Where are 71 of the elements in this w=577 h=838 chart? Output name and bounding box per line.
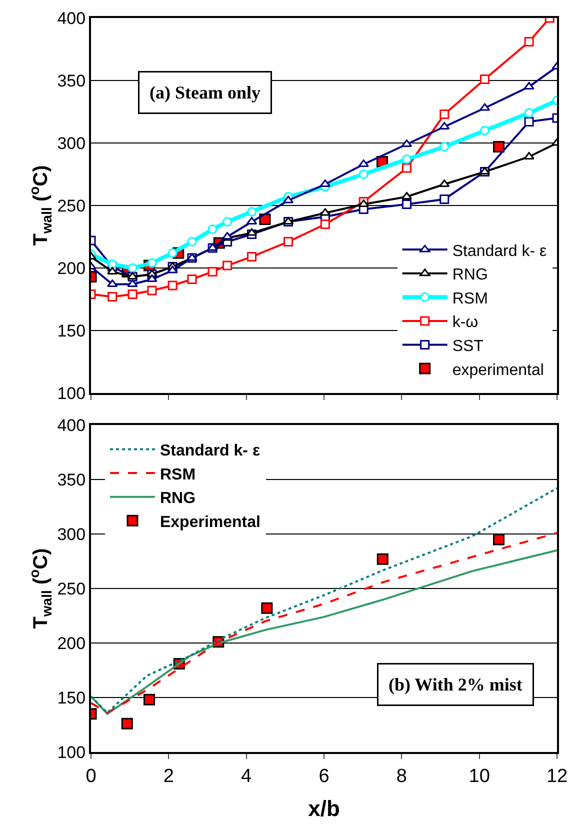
point	[128, 263, 138, 273]
point	[247, 207, 257, 216]
point	[440, 194, 450, 204]
point	[376, 553, 388, 565]
y-tick-label: 100	[57, 384, 86, 403]
x-tick-label: 10	[468, 766, 490, 787]
point	[440, 142, 450, 152]
point	[402, 163, 412, 173]
x-tick-label: 12	[546, 766, 568, 787]
x-tick-label: 2	[163, 766, 174, 787]
y-tick-label: 150	[57, 321, 86, 340]
point	[167, 266, 178, 274]
x-tick-label: 0	[86, 766, 96, 787]
point	[208, 224, 218, 234]
annotation: (b) With 2% mist	[388, 674, 522, 694]
point	[284, 237, 294, 246]
point	[247, 252, 257, 262]
point	[440, 110, 450, 119]
y-tick-label: 150	[57, 688, 86, 708]
point	[108, 292, 118, 302]
y-tick-label: 250	[57, 579, 86, 598]
point	[524, 117, 534, 126]
point	[168, 280, 178, 290]
legend-label: RNG	[452, 266, 488, 284]
x-tick-label: 6	[318, 766, 330, 787]
point	[187, 237, 197, 246]
y-tick-label: 250	[57, 196, 86, 216]
legend-label: RSM	[452, 290, 488, 308]
line-series	[91, 487, 557, 714]
legend-label: SST	[452, 338, 484, 355]
point	[121, 718, 133, 730]
x-tick-label: 8	[396, 766, 407, 787]
y-tick-label: 400	[57, 416, 86, 435]
point	[187, 274, 197, 284]
y-tick-label: 350	[57, 470, 86, 490]
point	[147, 286, 157, 296]
point	[168, 248, 178, 258]
point	[147, 258, 157, 268]
y-tick-label: 300	[57, 524, 86, 544]
x-tick-label: 4	[241, 766, 252, 787]
y-tick-label: 200	[57, 258, 86, 278]
legend-label: RSM	[160, 466, 196, 484]
point	[208, 267, 218, 276]
point	[222, 217, 232, 226]
y-tick-label: 400	[57, 8, 86, 28]
x-axis-title: x/b	[308, 796, 340, 822]
point	[222, 260, 232, 270]
y-tick-label: 350	[57, 71, 86, 90]
point	[493, 141, 504, 152]
point	[480, 74, 490, 84]
point	[261, 602, 273, 614]
legend-label: Standard k- ε	[452, 242, 547, 260]
point	[128, 290, 138, 299]
legend-label: k-ω	[452, 314, 478, 332]
point	[524, 108, 534, 118]
point	[524, 37, 534, 46]
annotation: (a) Steam only	[150, 82, 260, 102]
legend-label: Standard k- ε	[160, 442, 260, 460]
legend-label: RNG	[160, 490, 196, 508]
point	[480, 126, 490, 136]
legend-label: Experimental	[160, 514, 260, 531]
point	[358, 170, 368, 179]
y-tick-label: 300	[57, 134, 86, 153]
y-tick-label: 200	[57, 634, 86, 653]
point	[320, 220, 330, 229]
point	[144, 694, 155, 706]
point	[402, 200, 412, 209]
point	[493, 534, 504, 546]
point	[402, 154, 412, 164]
y-tick-label: 100	[57, 742, 86, 762]
legend-label: experimental	[452, 362, 544, 379]
